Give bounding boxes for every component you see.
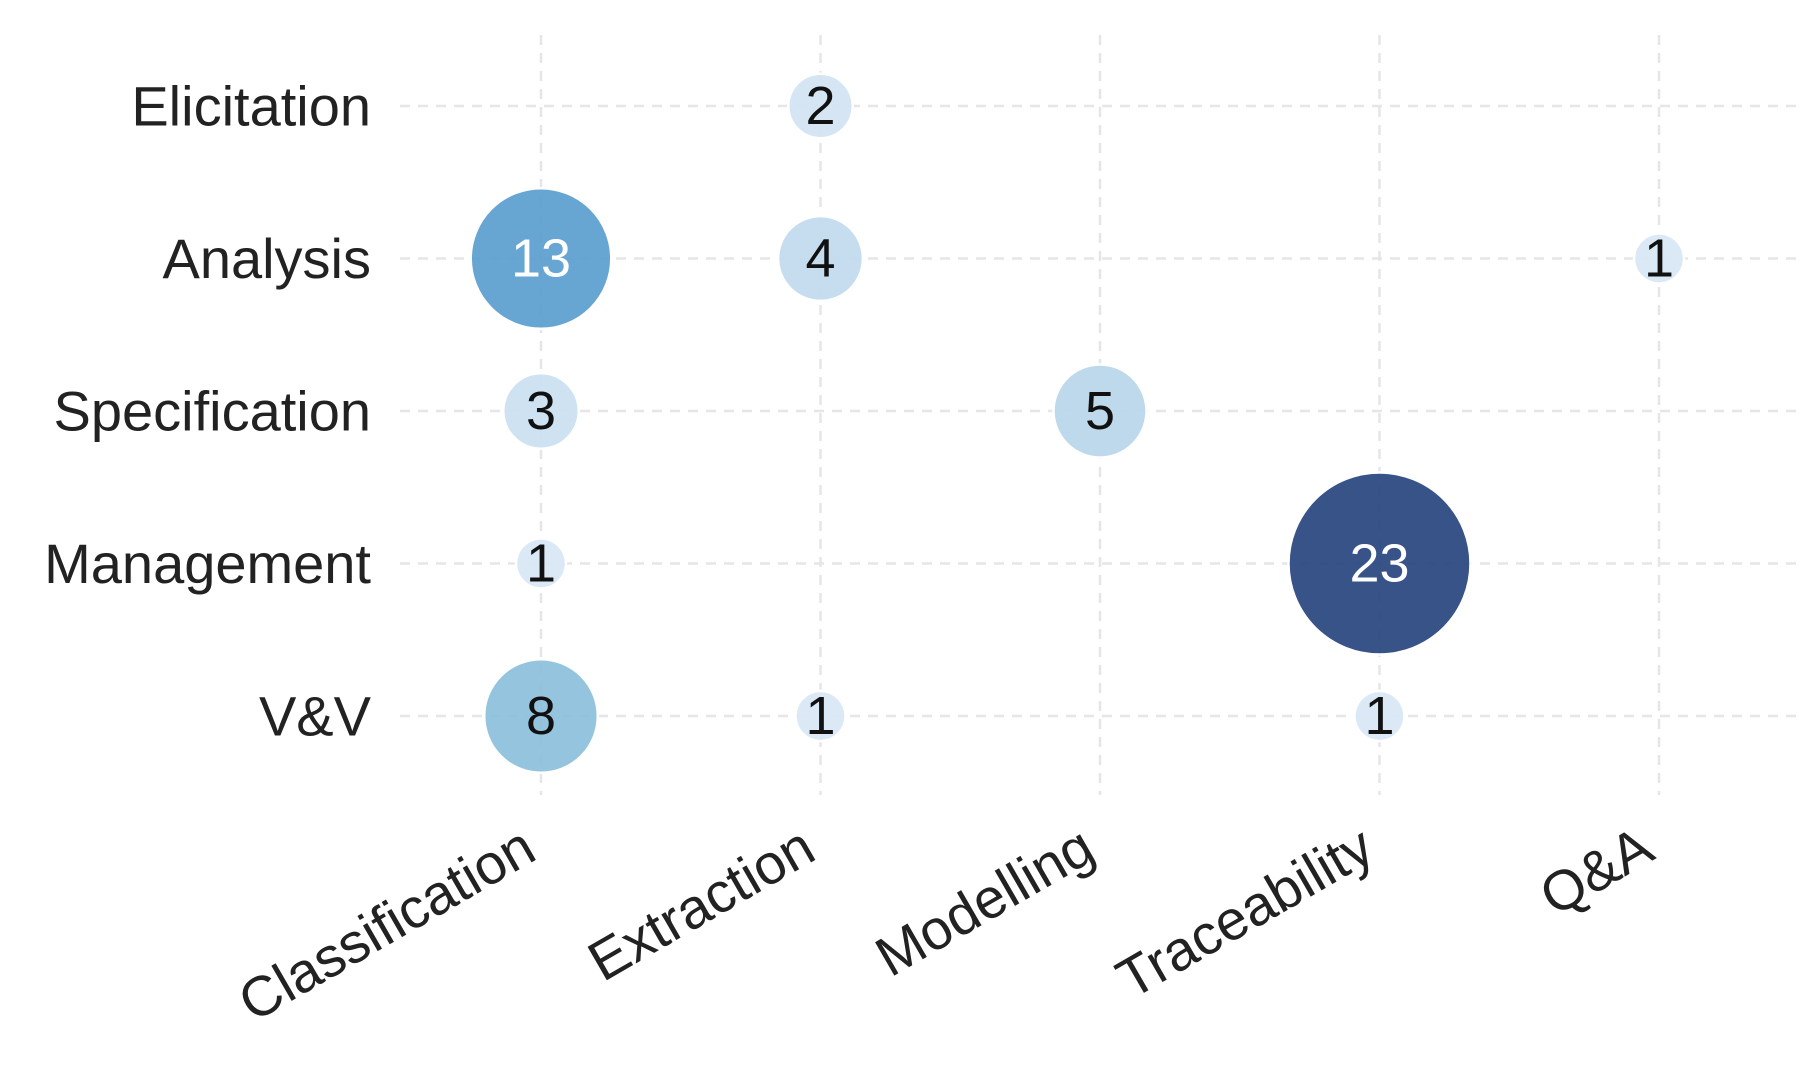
x-tick-qanda: Q&A xyxy=(1529,814,1663,928)
value-labels: 213 4 13 51 238 1 1 xyxy=(511,76,1674,746)
bubble-analysis-qanda xyxy=(1632,232,1686,285)
value-label-management-traceability: 23 xyxy=(1349,534,1409,594)
value-label-analysis-classification: 13 xyxy=(511,229,571,289)
value-label-analysis-qanda: 1 xyxy=(1644,229,1674,289)
bubble-management-classification xyxy=(514,537,568,590)
y-tick-specification: Specification xyxy=(53,380,371,443)
value-label-analysis-extraction: 4 xyxy=(805,229,835,289)
x-tick-modelling: Modelling xyxy=(865,814,1104,988)
value-label-specification-classification: 3 xyxy=(526,381,556,441)
x-tick-classification: Classification xyxy=(228,814,545,1034)
y-tick-elicitation: Elicitation xyxy=(131,75,371,138)
value-label-vandv-classification: 8 xyxy=(526,686,556,746)
value-label-vandv-traceability: 1 xyxy=(1364,686,1394,746)
bubbles xyxy=(469,72,1686,775)
bubble-specification-classification xyxy=(502,372,580,450)
bubble-specification-modelling xyxy=(1052,363,1148,459)
bubble-elicitation-extraction xyxy=(787,72,854,140)
bubble-vandv-classification xyxy=(482,657,600,775)
x-axis-tick-labels: Classification Extraction Modelling Traceab… xyxy=(228,814,1664,1034)
y-tick-analysis: Analysis xyxy=(162,227,371,290)
value-label-vandv-extraction: 1 xyxy=(805,686,835,746)
x-tick-traceability: Traceability xyxy=(1106,814,1384,1011)
x-tick-extraction: Extraction xyxy=(577,814,824,993)
y-tick-vandv: V&V xyxy=(259,685,372,748)
bubble-analysis-classification xyxy=(469,186,613,331)
value-label-elicitation-extraction: 2 xyxy=(805,76,835,136)
value-label-specification-modelling: 5 xyxy=(1085,381,1115,441)
bubble-analysis-extraction xyxy=(776,214,865,303)
y-axis-tick-labels: Elicitation Analysis Specification Manageme… xyxy=(44,75,372,748)
bubble-management-traceability xyxy=(1287,471,1472,656)
y-tick-management: Management xyxy=(44,532,371,595)
bubble-vandv-traceability xyxy=(1353,689,1406,743)
bubble-vandv-extraction xyxy=(794,689,847,743)
value-label-management-classification: 1 xyxy=(526,534,556,594)
